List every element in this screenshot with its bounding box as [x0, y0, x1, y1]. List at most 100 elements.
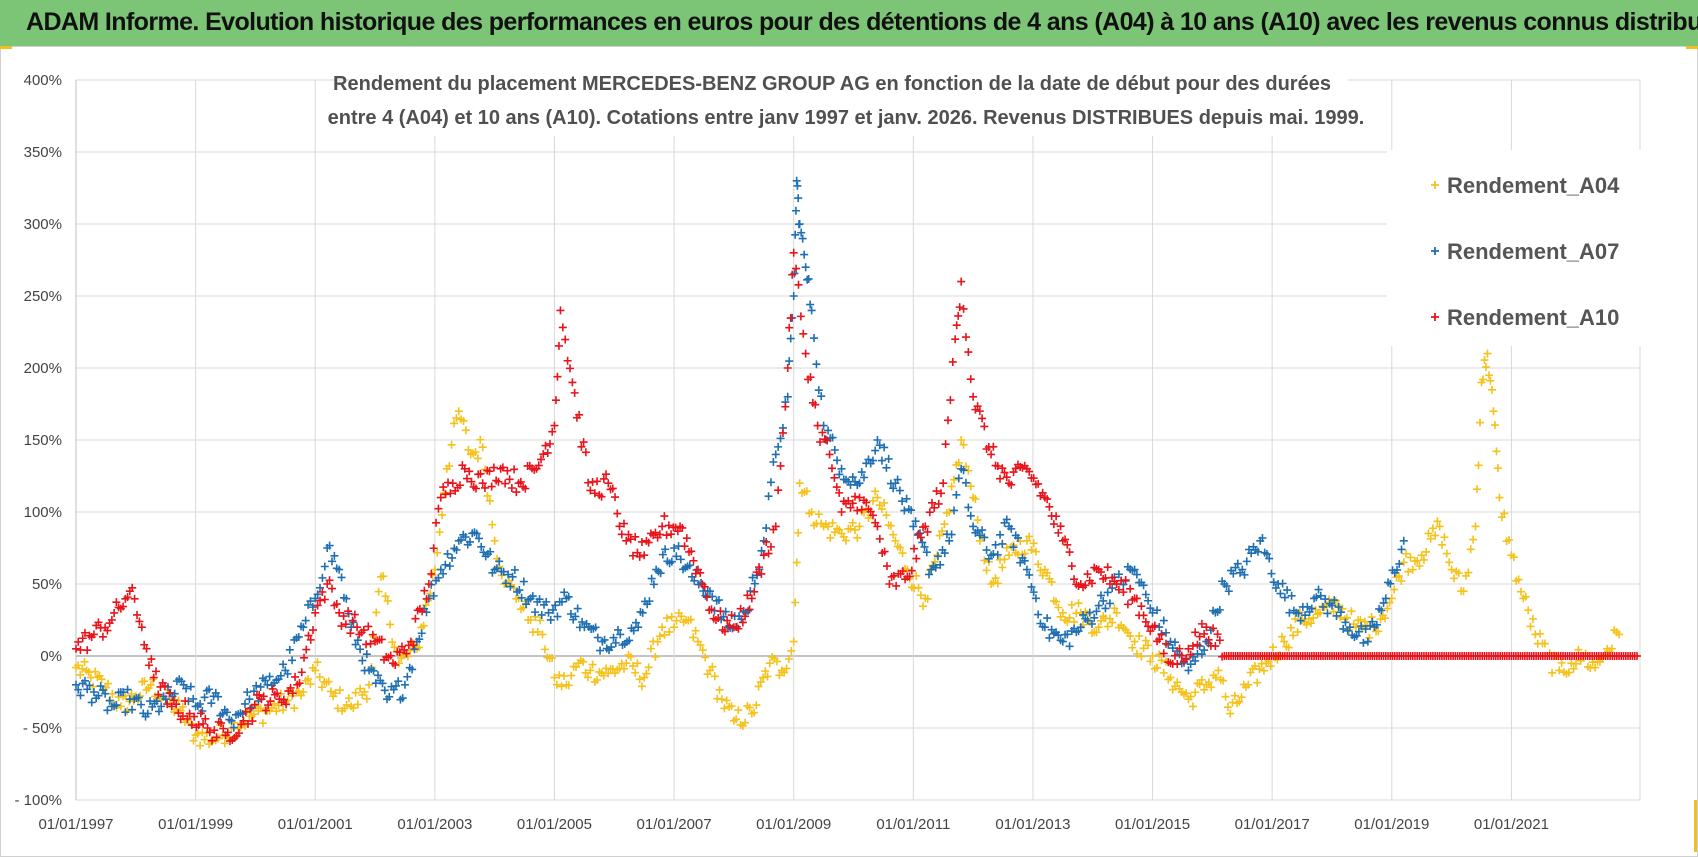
x-tick-label: 01/01/2017 — [1235, 816, 1310, 833]
interp-point — [578, 618, 587, 627]
interp-point — [388, 638, 397, 647]
interp-point — [258, 719, 267, 728]
interp-point — [252, 702, 261, 711]
interp-point — [505, 475, 514, 484]
interp-point — [782, 664, 791, 673]
interp-point — [1330, 596, 1339, 605]
data-point — [903, 565, 912, 574]
data-point — [116, 702, 125, 711]
interp-point — [946, 396, 955, 405]
interp-point — [123, 593, 132, 602]
interp-point — [687, 547, 696, 556]
interp-point — [907, 506, 916, 515]
interp-point — [928, 498, 937, 507]
interp-point — [686, 615, 695, 624]
interp-point — [101, 689, 110, 698]
interp-point — [1061, 535, 1070, 544]
y-tick-label: 250% — [24, 288, 62, 305]
data-point — [107, 616, 116, 624]
interp-point — [633, 659, 642, 668]
interp-point — [964, 348, 973, 357]
y-tick-label: 0% — [40, 648, 62, 665]
interp-point — [1139, 611, 1148, 620]
interp-point — [978, 526, 987, 535]
interp-point — [689, 633, 698, 642]
interp-point — [938, 527, 947, 536]
interp-point — [567, 671, 576, 680]
interp-point — [128, 583, 137, 592]
interp-point — [933, 552, 942, 561]
interp-point — [1126, 584, 1135, 593]
interp-point — [696, 641, 705, 650]
interp-point — [112, 701, 121, 710]
interp-point — [596, 646, 605, 655]
interp-point — [103, 706, 112, 715]
data-point — [1058, 637, 1067, 646]
interp-point — [581, 668, 590, 677]
interp-point — [219, 724, 228, 733]
interp-point — [123, 707, 132, 716]
interp-point — [871, 487, 880, 496]
interp-point — [651, 652, 660, 661]
interp-point — [471, 484, 480, 493]
interp-point — [940, 549, 949, 558]
data-point — [813, 421, 822, 430]
interp-point — [877, 456, 886, 465]
legend: Rendement_A04 Rendement_A07 Rendement_A10 — [1387, 150, 1677, 346]
interp-point — [1173, 678, 1182, 687]
interp-point — [662, 614, 671, 623]
interp-point — [800, 250, 809, 259]
interp-point — [1197, 675, 1206, 684]
data-point — [1363, 637, 1372, 646]
interp-point — [1096, 568, 1105, 577]
interp-point — [1426, 534, 1435, 543]
x-tick-label: 01/01/2015 — [1115, 816, 1190, 833]
interp-point — [922, 548, 931, 557]
interp-point — [734, 624, 743, 633]
interp-point — [471, 448, 480, 457]
data-point — [1591, 663, 1600, 672]
interp-point — [476, 469, 485, 478]
interp-point — [1159, 649, 1168, 658]
data-point — [1202, 623, 1211, 632]
interp-point — [689, 556, 698, 565]
interp-point — [1000, 555, 1009, 564]
data-point — [1280, 637, 1289, 646]
interp-point — [919, 602, 928, 611]
interp-point — [240, 699, 249, 708]
interp-point — [954, 458, 963, 467]
data-point — [747, 594, 756, 603]
interp-point — [268, 684, 277, 693]
interp-point — [911, 517, 920, 526]
interp-point — [1132, 649, 1141, 658]
interp-point — [667, 557, 676, 566]
interp-point — [200, 693, 209, 702]
interp-point — [103, 626, 112, 635]
interp-point — [794, 528, 803, 537]
interp-point — [1357, 622, 1366, 631]
interp-point — [973, 402, 982, 411]
interp-point — [672, 552, 681, 561]
interp-point — [457, 535, 466, 544]
interp-point — [882, 511, 891, 520]
interp-point — [220, 739, 229, 748]
interp-point — [853, 506, 862, 515]
interp-point — [351, 688, 360, 697]
data-point — [448, 479, 457, 488]
data-point — [604, 669, 613, 678]
interp-point — [308, 626, 317, 635]
interp-point — [378, 679, 387, 688]
interp-point — [485, 496, 494, 505]
data-point — [807, 306, 816, 315]
interp-point — [507, 483, 516, 492]
interp-point — [304, 675, 313, 684]
interp-point — [564, 681, 573, 690]
interp-point — [665, 627, 674, 636]
interp-point — [163, 700, 172, 709]
interp-point — [1049, 520, 1058, 529]
interp-point — [234, 729, 243, 738]
interp-point — [353, 700, 362, 709]
interp-point — [331, 689, 340, 698]
interp-point — [672, 616, 681, 625]
interp-point — [189, 736, 198, 745]
